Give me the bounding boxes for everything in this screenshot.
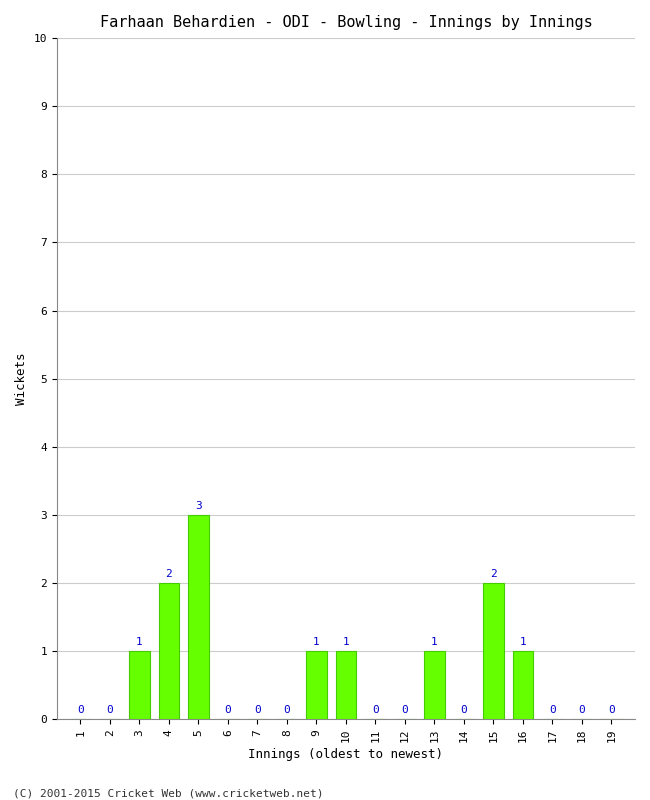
Text: 0: 0	[77, 705, 84, 715]
Y-axis label: Wickets: Wickets	[15, 353, 28, 405]
Bar	[129, 651, 150, 719]
Bar	[483, 583, 504, 719]
Title: Farhaan Behardien - ODI - Bowling - Innings by Innings: Farhaan Behardien - ODI - Bowling - Inni…	[99, 15, 592, 30]
Bar	[335, 651, 356, 719]
Text: 0: 0	[402, 705, 408, 715]
Text: 0: 0	[224, 705, 231, 715]
Text: 0: 0	[107, 705, 113, 715]
Text: 1: 1	[313, 637, 320, 647]
Bar	[188, 515, 209, 719]
Text: 0: 0	[549, 705, 556, 715]
Text: 2: 2	[166, 569, 172, 579]
X-axis label: Innings (oldest to newest): Innings (oldest to newest)	[248, 748, 443, 761]
Text: 1: 1	[136, 637, 143, 647]
Text: 0: 0	[254, 705, 261, 715]
Text: 1: 1	[519, 637, 526, 647]
Text: 0: 0	[460, 705, 467, 715]
Text: (C) 2001-2015 Cricket Web (www.cricketweb.net): (C) 2001-2015 Cricket Web (www.cricketwe…	[13, 788, 324, 798]
Text: 0: 0	[578, 705, 585, 715]
Text: 0: 0	[283, 705, 291, 715]
Bar	[513, 651, 533, 719]
Text: 1: 1	[343, 637, 349, 647]
Text: 3: 3	[195, 501, 202, 511]
Text: 0: 0	[608, 705, 615, 715]
Text: 0: 0	[372, 705, 379, 715]
Bar	[159, 583, 179, 719]
Text: 1: 1	[431, 637, 437, 647]
Bar	[424, 651, 445, 719]
Text: 2: 2	[490, 569, 497, 579]
Bar	[306, 651, 327, 719]
